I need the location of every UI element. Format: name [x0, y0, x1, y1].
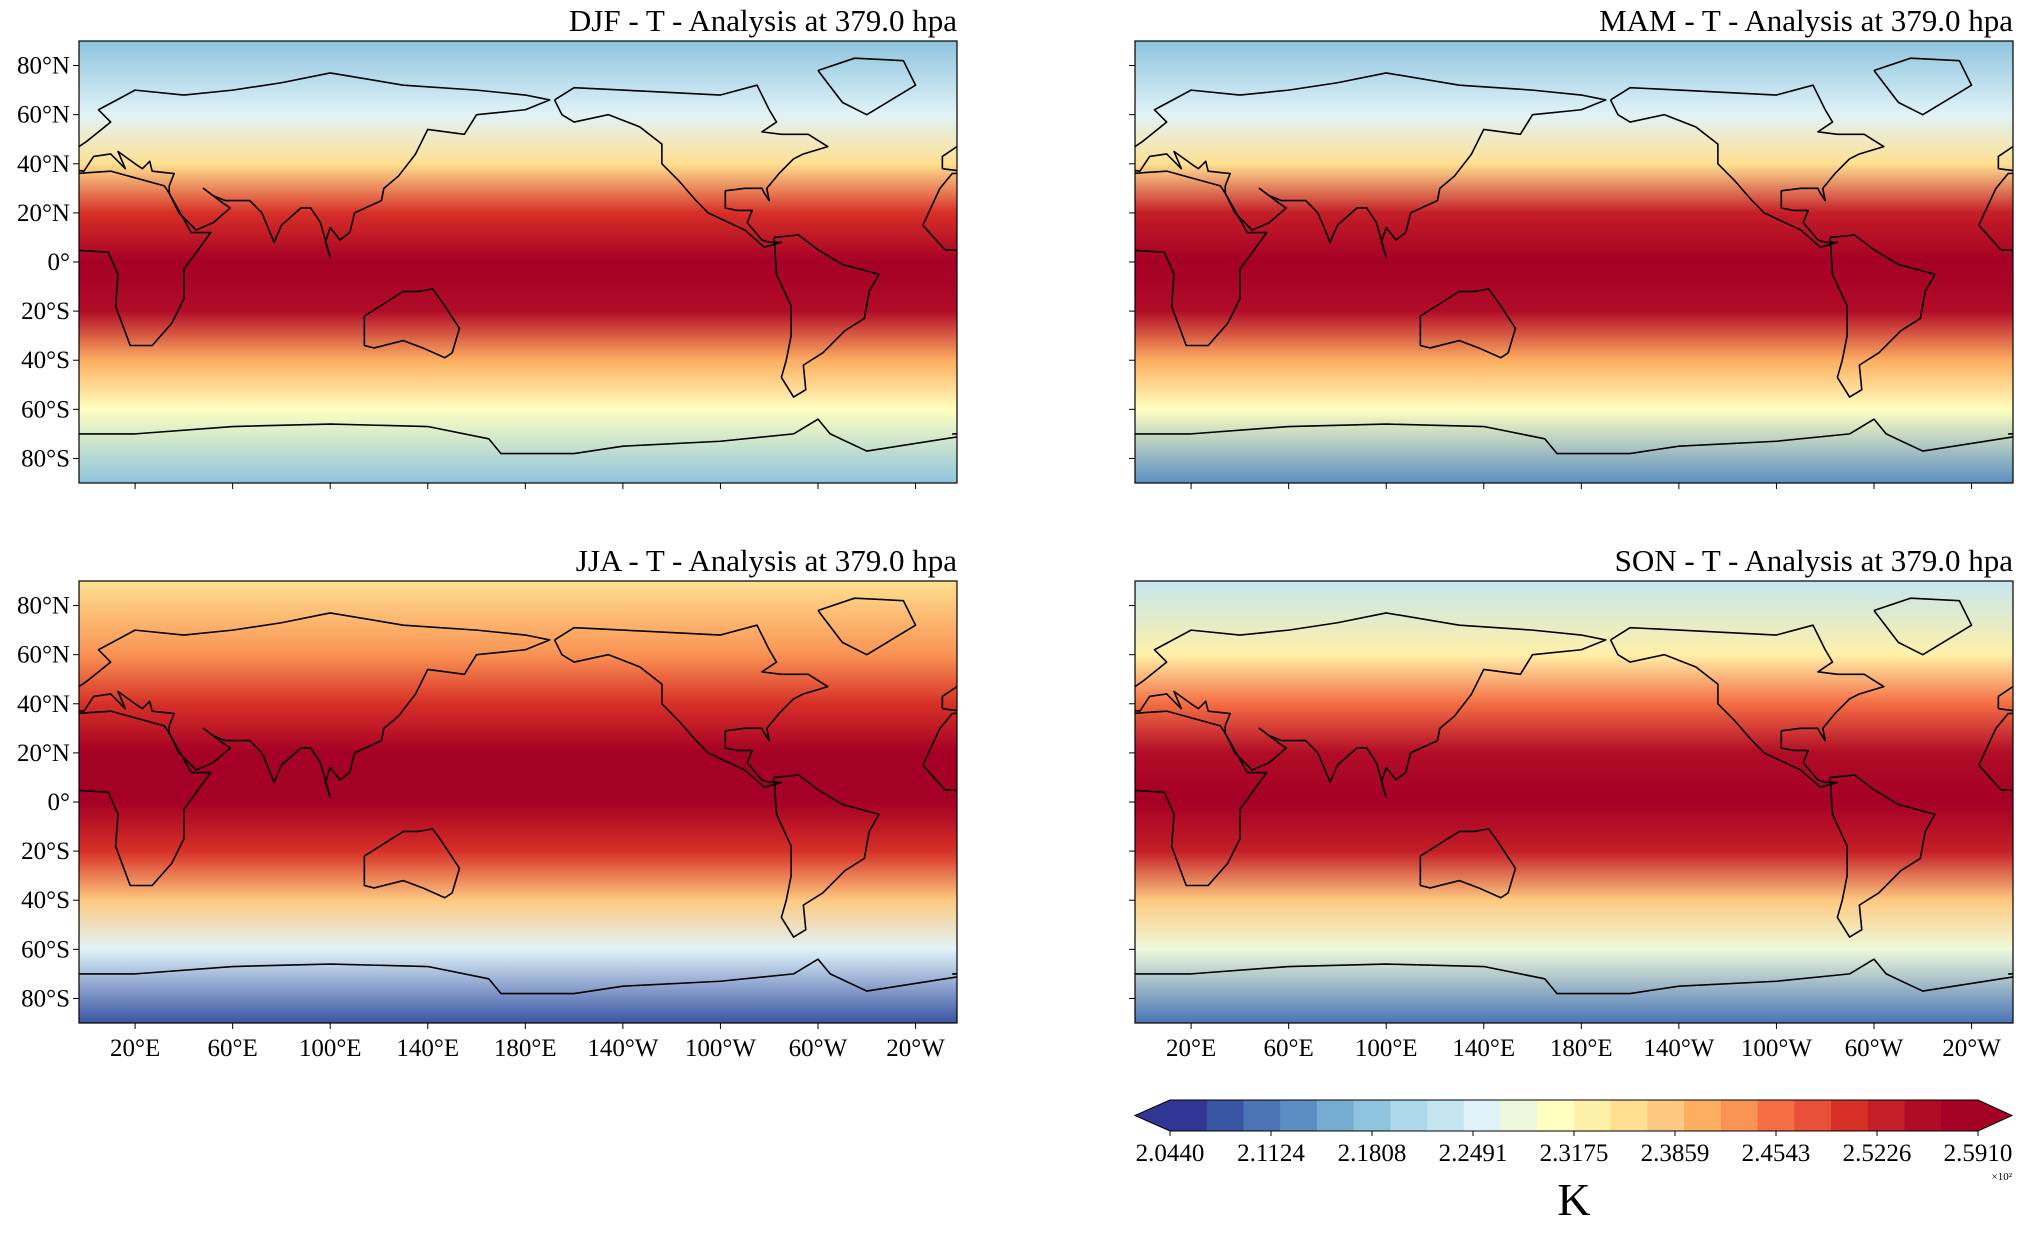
x-tick-label: 20°W: [1942, 1035, 2001, 1062]
y-tick-label: 60°N: [17, 102, 70, 129]
panel-title: DJF - T - Analysis at 379.0 hpa: [569, 3, 957, 38]
colorbar-tick-label: 2.2491: [1439, 1140, 1508, 1167]
colorbar-swatch: [1206, 1100, 1244, 1131]
colorbar-swatch: [1427, 1100, 1465, 1131]
x-tick-label: 140°W: [1643, 1035, 1714, 1062]
colorbar-swatch: [1353, 1100, 1391, 1131]
colorbar-swatch: [1867, 1100, 1906, 1131]
x-tick-label: 100°E: [299, 1035, 362, 1062]
colorbar-tick-label: 2.1124: [1237, 1140, 1305, 1167]
colorbar-tick-label: 2.5226: [1843, 1140, 1912, 1167]
colorbar-swatch: [1243, 1100, 1281, 1131]
y-tick-label: 60°S: [21, 936, 70, 963]
colorbar-swatch: [1757, 1100, 1795, 1131]
map-panel: [79, 581, 957, 1023]
panel-title: MAM - T - Analysis at 379.0 hpa: [1599, 3, 2013, 38]
y-tick-label: 20°S: [21, 838, 70, 865]
map-panel: [1135, 581, 2013, 1023]
colorbar-swatch: [1610, 1100, 1648, 1131]
colorbar-swatch: [1280, 1100, 1318, 1131]
colorbar-swatch: [1831, 1100, 1869, 1131]
temperature-field: [79, 41, 957, 483]
temperature-field: [1135, 581, 2013, 1023]
colorbar-tick-label: 2.3859: [1641, 1140, 1710, 1167]
x-tick-label: 180°E: [494, 1035, 557, 1062]
x-tick-label: 60°E: [1264, 1035, 1314, 1062]
y-tick-label: 60°N: [17, 642, 70, 669]
y-tick-label: 20°S: [21, 298, 70, 325]
y-tick-label: 80°N: [17, 53, 70, 80]
colorbar-multiplier: ×10²: [1991, 1171, 2012, 1183]
x-tick-label: 140°W: [587, 1035, 658, 1062]
panel-title: JJA - T - Analysis at 379.0 hpa: [576, 543, 957, 578]
map-panel: [1135, 41, 2013, 483]
temperature-field: [1135, 41, 2013, 483]
temperature-field: [79, 581, 957, 1023]
colorbar-swatch: [1500, 1100, 1538, 1131]
x-tick-label: 20°E: [1166, 1035, 1216, 1062]
x-tick-label: 100°E: [1355, 1035, 1418, 1062]
y-tick-label: 40°N: [17, 691, 70, 718]
colorbar-tick-label: 2.0440: [1136, 1140, 1205, 1167]
x-tick-label: 20°E: [110, 1035, 160, 1062]
x-tick-label: 60°W: [1845, 1035, 1904, 1062]
colorbar-swatch: [1684, 1100, 1722, 1131]
x-tick-label: 100°W: [1741, 1035, 1812, 1062]
colorbar-swatch: [1463, 1100, 1502, 1131]
y-tick-label: 80°N: [17, 593, 70, 620]
colorbar-swatch: [1720, 1100, 1759, 1131]
y-tick-label: 40°S: [21, 347, 70, 374]
colorbar-swatch: [1390, 1100, 1428, 1131]
colorbar-label: K: [1557, 1174, 1590, 1225]
y-tick-label: 80°S: [21, 985, 70, 1012]
x-tick-label: 20°W: [886, 1035, 945, 1062]
x-tick-label: 180°E: [1550, 1035, 1613, 1062]
map-panel: [79, 41, 957, 483]
y-tick-label: 20°N: [17, 740, 70, 767]
x-tick-label: 60°W: [789, 1035, 848, 1062]
x-tick-label: 60°E: [208, 1035, 258, 1062]
y-tick-label: 40°S: [21, 887, 70, 914]
y-tick-label: 0°: [48, 789, 71, 816]
y-tick-label: 40°N: [17, 151, 70, 178]
x-tick-label: 100°W: [685, 1035, 756, 1062]
colorbar-swatch: [1574, 1100, 1612, 1131]
y-tick-label: 80°S: [21, 445, 70, 472]
colorbar-tick-label: 2.3175: [1540, 1140, 1609, 1167]
y-tick-label: 20°N: [17, 200, 70, 227]
colorbar-swatch: [1170, 1100, 1208, 1131]
colorbar-swatch: [1941, 1100, 1979, 1131]
colorbar-extend-low: [1135, 1100, 1170, 1131]
colorbar-swatch: [1316, 1100, 1355, 1131]
panel-title: SON - T - Analysis at 379.0 hpa: [1615, 543, 2014, 578]
colorbar-tick-label: 2.5910: [1944, 1140, 2013, 1167]
colorbar-swatch: [1647, 1100, 1685, 1131]
y-tick-label: 0°: [48, 249, 71, 276]
colorbar-swatch: [1904, 1100, 1942, 1131]
x-tick-label: 140°E: [396, 1035, 459, 1062]
colorbar-tick-label: 2.4543: [1742, 1140, 1811, 1167]
y-tick-label: 60°S: [21, 396, 70, 423]
x-tick-label: 140°E: [1452, 1035, 1515, 1062]
colorbar-swatch: [1794, 1100, 1832, 1131]
colorbar-tick-label: 2.1808: [1338, 1140, 1407, 1167]
colorbar-swatch: [1537, 1100, 1575, 1131]
colorbar-extend-high: [1978, 1100, 2012, 1131]
